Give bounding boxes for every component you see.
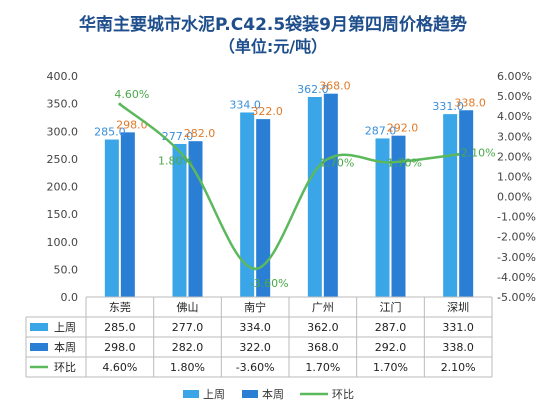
chart-title: 华南主要城市水泥P.C42.5袋装9月第四周价格趋势 bbox=[78, 15, 468, 35]
table-cell: 282.0 bbox=[172, 341, 204, 354]
table-cell: -3.60% bbox=[236, 361, 275, 374]
table-cell: 287.0 bbox=[375, 321, 407, 334]
x-category-label: 深圳 bbox=[447, 301, 469, 314]
data-label-ratio: 1.80% bbox=[158, 154, 193, 167]
y-left-tick-label: 50.0 bbox=[54, 263, 79, 276]
data-label-ratio: 1.70% bbox=[387, 156, 422, 169]
table-cell: 277.0 bbox=[172, 321, 204, 334]
table-cell: 2.10% bbox=[441, 361, 476, 374]
bar-this-week bbox=[120, 132, 135, 297]
y-right-tick-label: 0.00% bbox=[497, 191, 532, 204]
y-right-tick-label: -3.00% bbox=[497, 251, 536, 264]
bar-last-week bbox=[375, 138, 390, 297]
ratio-point bbox=[321, 160, 325, 164]
y-right-tick-label: -2.00% bbox=[497, 231, 536, 244]
data-label-this-week: 368.0 bbox=[319, 80, 351, 93]
data-label-this-week: 338.0 bbox=[454, 96, 486, 109]
legend-label: 环比 bbox=[332, 388, 354, 401]
ratio-point bbox=[118, 102, 122, 106]
y-left-tick-label: 100.0 bbox=[47, 236, 79, 249]
table-legend-swatch bbox=[30, 343, 48, 351]
table-cell: 322.0 bbox=[239, 341, 271, 354]
table-cell: 4.60% bbox=[102, 361, 137, 374]
x-category-label: 佛山 bbox=[177, 301, 199, 314]
bar-last-week bbox=[104, 139, 119, 297]
table-cell: 285.0 bbox=[104, 321, 136, 334]
data-label-this-week: 282.0 bbox=[184, 127, 216, 140]
y-left-tick-label: 300.0 bbox=[47, 125, 79, 138]
data-label-ratio: 4.60% bbox=[114, 88, 149, 101]
table-cell: 1.70% bbox=[305, 361, 340, 374]
data-label-ratio: -3.60% bbox=[250, 277, 289, 290]
ratio-point bbox=[456, 152, 460, 156]
legend-label: 本周 bbox=[262, 387, 284, 401]
legend-swatch-this-week bbox=[242, 390, 258, 398]
y-right-tick-label: 6.00% bbox=[497, 70, 532, 83]
table-cell: 298.0 bbox=[104, 341, 136, 354]
bar-this-week bbox=[323, 93, 338, 298]
y-left-tick-label: 0.0 bbox=[61, 291, 79, 304]
y-right-tick-label: -5.00% bbox=[497, 291, 536, 304]
table-cell: 368.0 bbox=[307, 341, 339, 354]
legend-swatch-last-week bbox=[183, 390, 199, 398]
y-right-tick-label: 3.00% bbox=[497, 130, 532, 143]
bar-last-week bbox=[172, 143, 187, 297]
bar-this-week bbox=[459, 110, 474, 297]
data-label-last-week: 362.0 bbox=[297, 83, 329, 96]
table-legend-swatch bbox=[30, 323, 48, 331]
legend-label: 上周 bbox=[203, 388, 225, 401]
ratio-point bbox=[253, 267, 257, 271]
x-category-label: 江门 bbox=[380, 300, 402, 314]
data-label-this-week: 298.0 bbox=[116, 118, 148, 131]
x-category-label: 南宁 bbox=[244, 300, 266, 314]
y-left-tick-label: 250.0 bbox=[47, 153, 79, 166]
data-label-last-week: 285.0 bbox=[94, 126, 126, 139]
chart-subtitle: （单位:元/吨） bbox=[218, 37, 328, 56]
data-label-ratio: 1.70% bbox=[319, 156, 354, 169]
ratio-point bbox=[186, 158, 189, 162]
x-category-label: 东莞 bbox=[109, 301, 131, 314]
data-label-last-week: 287.0 bbox=[365, 124, 397, 137]
table-cell: 1.80% bbox=[170, 361, 205, 374]
ratio-point bbox=[389, 160, 392, 164]
y-left-tick-label: 350.0 bbox=[47, 98, 79, 111]
data-label-last-week: 331.0 bbox=[432, 100, 464, 113]
table-cell: 331.0 bbox=[442, 321, 474, 334]
y-right-tick-label: 2.00% bbox=[497, 150, 532, 163]
table-cell: 338.0 bbox=[442, 341, 474, 354]
y-left-tick-label: 150.0 bbox=[47, 208, 79, 221]
table-row-header: 本周 bbox=[54, 340, 76, 354]
table-cell: 1.70% bbox=[373, 361, 408, 374]
bar-last-week bbox=[240, 112, 255, 297]
table-cell: 292.0 bbox=[375, 341, 407, 354]
bar-this-week bbox=[256, 119, 271, 297]
x-category-label: 广州 bbox=[312, 301, 334, 314]
data-label-last-week: 277.0 bbox=[162, 130, 194, 143]
y-left-tick-label: 200.0 bbox=[47, 181, 79, 194]
table-cell: 362.0 bbox=[307, 321, 339, 334]
data-label-ratio: 2.10% bbox=[461, 146, 496, 159]
bar-last-week bbox=[443, 114, 458, 297]
table-row-header: 环比 bbox=[54, 361, 76, 374]
y-right-tick-label: 1.00% bbox=[497, 170, 532, 183]
bar-this-week bbox=[391, 135, 406, 297]
table-row-header: 上周 bbox=[54, 321, 76, 334]
y-left-tick-label: 400.0 bbox=[47, 70, 79, 83]
y-right-tick-label: 4.00% bbox=[497, 110, 532, 123]
bar-last-week bbox=[307, 96, 322, 298]
data-label-last-week: 334.0 bbox=[229, 98, 261, 111]
data-label-this-week: 322.0 bbox=[251, 105, 283, 118]
y-right-tick-label: -4.00% bbox=[497, 271, 536, 284]
data-label-this-week: 292.0 bbox=[387, 122, 419, 135]
y-right-tick-label: 5.00% bbox=[497, 90, 532, 103]
y-right-tick-label: -1.00% bbox=[497, 211, 536, 224]
table-cell: 334.0 bbox=[239, 321, 271, 334]
